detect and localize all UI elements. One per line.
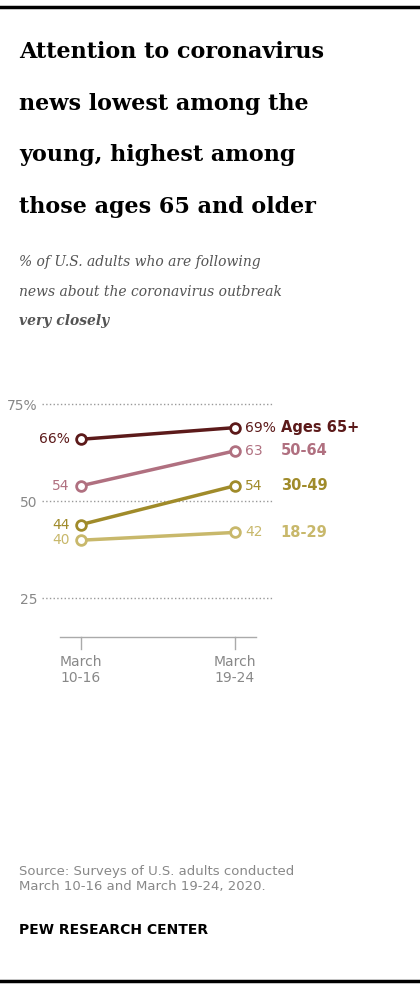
Text: 42: 42 [245, 526, 263, 539]
Text: news about the coronavirus outbreak: news about the coronavirus outbreak [19, 285, 282, 298]
Text: 18-29: 18-29 [281, 525, 328, 540]
Text: 69%: 69% [245, 421, 276, 435]
Text: 54: 54 [245, 479, 263, 493]
Text: very closely: very closely [19, 314, 109, 328]
Text: March
10-16: March 10-16 [59, 655, 102, 686]
Text: 30-49: 30-49 [281, 478, 327, 493]
Text: 40: 40 [52, 534, 70, 547]
Text: Attention to coronavirus: Attention to coronavirus [19, 41, 324, 63]
Text: news lowest among the: news lowest among the [19, 93, 309, 115]
Text: Ages 65+: Ages 65+ [281, 420, 359, 435]
Text: those ages 65 and older: those ages 65 and older [19, 196, 316, 217]
Text: 44: 44 [52, 518, 70, 532]
Text: % of U.S. adults who are following: % of U.S. adults who are following [19, 255, 260, 269]
Text: PEW RESEARCH CENTER: PEW RESEARCH CENTER [19, 923, 208, 937]
Text: 54: 54 [52, 479, 70, 493]
Text: 66%: 66% [39, 433, 70, 447]
Text: March
19-24: March 19-24 [213, 655, 256, 686]
Text: 63: 63 [245, 444, 263, 458]
Text: young, highest among: young, highest among [19, 144, 295, 166]
Text: 50-64: 50-64 [281, 444, 328, 458]
Text: Source: Surveys of U.S. adults conducted
March 10-16 and March 19-24, 2020.: Source: Surveys of U.S. adults conducted… [19, 864, 294, 892]
